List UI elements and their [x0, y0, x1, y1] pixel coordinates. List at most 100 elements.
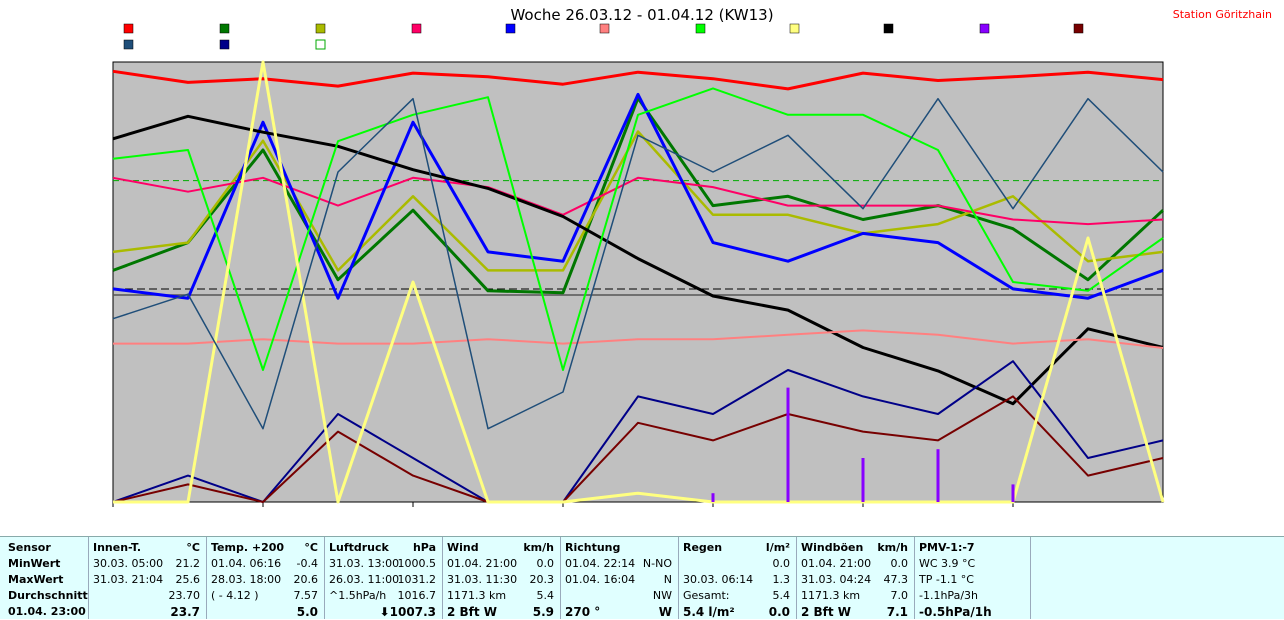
stats-column-name: Temp. +200 [211, 541, 285, 554]
legend-swatch [123, 23, 134, 34]
legend-swatch [219, 39, 230, 50]
stats-cell-note: 01.04. 06:16 [211, 557, 282, 570]
stats-cell-note: -1.1hPa/3h [919, 589, 978, 602]
stats-cell-value: 5.4 [772, 589, 791, 602]
series-line-windb-en [112, 360, 1164, 503]
stats-cell-note: 5.4 l/m² [683, 605, 735, 619]
legend-swatch [315, 39, 326, 50]
stats-cell-value: 5.0 [296, 605, 318, 619]
series-line-luftdruck [112, 114, 1164, 406]
stats-cell-value: N [663, 573, 672, 586]
stats-cell-note: 26.03. 11:00 [329, 573, 400, 586]
stats-cell-note: 01.04. 21:00 [447, 557, 518, 570]
stats-cell-note: WC 3.9 °C [919, 557, 976, 570]
plot-area [112, 61, 1164, 503]
stats-column: Wind km/h 01.04. 21:00 0.0 31.03. 11:30 20.3 1… [442, 537, 561, 619]
stats-column: Luftdruck hPa 31.03. 13:00 1000.5 26.03. 11:… [324, 537, 443, 619]
series [112, 60, 1165, 504]
legend-swatch [599, 23, 610, 34]
stats-cell-value: 7.0 [890, 589, 909, 602]
stats-column-name: Windböen [801, 541, 864, 554]
stats-column-name: Richtung [565, 541, 621, 554]
stats-cell-note: 31.03. 11:30 [447, 573, 518, 586]
legend-swatch [1073, 23, 1084, 34]
station-label: Station Göritzhain [1173, 8, 1272, 21]
weather-chart: Woche 26.03.12 - 01.04.12 (KW13) Station… [112, 6, 1273, 507]
stats-cell-value: -0.4 [296, 557, 318, 570]
stats-column-unit: hPa [412, 541, 436, 554]
stats-column: Windböen km/h 01.04. 21:00 0.0 31.03. 04:24 4… [796, 537, 915, 619]
stats-cell-value: 0.0 [768, 605, 790, 619]
stats-cell-value: 20.3 [529, 573, 555, 586]
series-line-innen-t- [112, 69, 1164, 91]
stats-cell-note: 01.04. 21:00 [801, 557, 872, 570]
stats-cell-note: 01.04. 16:04 [565, 573, 636, 586]
stats-cell-value: 0.0 [536, 557, 555, 570]
legend-swatch [883, 23, 894, 34]
stats-column: Regen l/m² 0.0 30.03. 06:14 1.3 Gesamt: 5.4 5.4… [678, 537, 797, 619]
stats-cell-note: 1171.3 km [801, 589, 861, 602]
statistics-panel: Sensor MinWert MaxWert Durchschnitt 01.04. 2… [0, 536, 1284, 619]
stats-cell-note: ^1.5hPa/h [329, 589, 387, 602]
stats-row-label: Durchschnitt [8, 589, 88, 602]
legend [123, 23, 1084, 50]
stats-cell-value: W [658, 605, 672, 619]
stats-column-name: Regen [683, 541, 723, 554]
stats-cell-note: 30.03. 06:14 [683, 573, 754, 586]
series-line-temp-200 [112, 96, 1165, 295]
stats-cell-note: 28.03. 18:00 [211, 573, 282, 586]
stats-column-unit: °C [186, 541, 200, 554]
stats-cell-value: NW [652, 589, 672, 602]
series-line-feuchte-a [112, 87, 1164, 371]
stats-row-label: Sensor [8, 541, 51, 554]
series-line-wind [112, 395, 1164, 503]
stats-column-unit: km/h [877, 541, 908, 554]
stats-cell-note: 2 Bft W [801, 605, 852, 619]
stats-column-unit: km/h [523, 541, 554, 554]
stats-cell-value: 1.3 [772, 573, 791, 586]
series-line-richtung [112, 97, 1164, 430]
stats-row-label: 01.04. 23:00 [8, 605, 86, 618]
stats-cell-note: 31.03. 13:00 [329, 557, 400, 570]
legend-swatch [315, 23, 326, 34]
stats-cell-note: 2 Bft W [447, 605, 498, 619]
stats-cell-note: ( - 4.12 ) [211, 589, 259, 602]
stats-cell-value: ⬇1007.3 [379, 605, 436, 619]
stats-cell-value: 0.0 [772, 557, 791, 570]
stats-column-unit: l/m² [765, 541, 790, 554]
chart-title: Woche 26.03.12 - 01.04.12 (KW13) [510, 6, 773, 24]
legend-swatch [505, 23, 516, 34]
legend-swatch [979, 23, 990, 34]
stats-cell-note: 1171.3 km [447, 589, 507, 602]
stats-cell-note: 31.03. 04:24 [801, 573, 872, 586]
stats-cell-value: 23.7 [170, 605, 200, 619]
stats-row-label: MinWert [8, 557, 61, 570]
legend-swatch [123, 39, 134, 50]
series-line-temp-5 [112, 176, 1164, 226]
stats-row-label: MaxWert [8, 573, 64, 586]
stats-cell-value: 1000.5 [397, 557, 437, 570]
stats-cell-value: 20.6 [293, 573, 319, 586]
stats-cell-value: 47.3 [883, 573, 909, 586]
stats-cell-note: 01.04. 22:14 [565, 557, 636, 570]
stats-cell-value: 23.70 [168, 589, 201, 602]
stats-cell-note: TP -1.1 °C [919, 573, 974, 586]
stats-column-name: PMV-1:-7 [919, 541, 975, 554]
legend-swatch [411, 23, 422, 34]
stats-cell-value: 25.6 [175, 573, 201, 586]
stats-cell-value: 1016.7 [397, 589, 437, 602]
stats-cell-note: Gesamt: [683, 589, 730, 602]
stats-column: PMV-1:-7 WC 3.9 °C TP -1.1 °C -1.1hPa/3h -0.… [914, 537, 1031, 619]
stats-column-name: Luftdruck [329, 541, 389, 554]
series-line-windchill-x [112, 92, 1164, 300]
stats-cell-value: 7.57 [293, 589, 319, 602]
stats-cell-value: 5.4 [536, 589, 555, 602]
stats-column: Richtung 01.04. 22:14 N-NO 01.04. 16:04 N NW 2… [560, 537, 679, 619]
stats-cell-value: 0.0 [890, 557, 909, 570]
stats-cell-note: 30.03. 05:00 [93, 557, 164, 570]
stats-column: Innen-T. °C 30.03. 05:00 21.2 31.03. 21:04 25… [88, 537, 207, 619]
legend-swatch [219, 23, 230, 34]
stats-cell-note: 270 ° [565, 605, 601, 619]
stats-cell-note: 31.03. 21:04 [93, 573, 164, 586]
legend-swatch [789, 23, 800, 34]
